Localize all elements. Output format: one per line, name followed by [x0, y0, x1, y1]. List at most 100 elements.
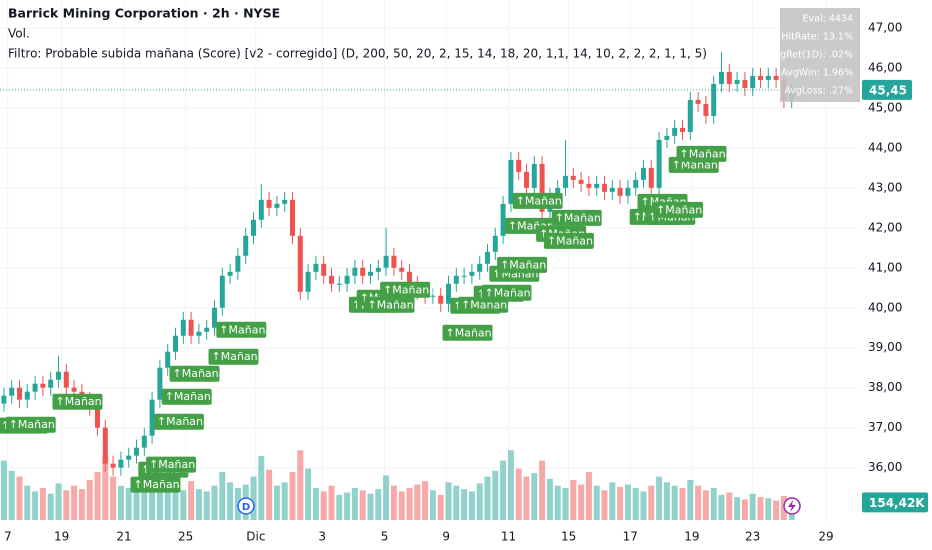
candle-body [305, 271, 311, 292]
candle-body [703, 103, 709, 116]
volume-bar [383, 475, 390, 520]
volume-bar [679, 488, 686, 520]
volume-bar [94, 472, 101, 520]
dividend-icon [237, 497, 255, 515]
volume-bar [656, 476, 663, 520]
volume-bar [773, 500, 780, 520]
signal-box [161, 388, 212, 405]
y-tick-label: 40,00 [868, 300, 902, 314]
volume-bar [554, 485, 561, 520]
candle-body [32, 383, 38, 392]
volume-bar [172, 485, 179, 520]
candle-body [329, 275, 334, 284]
volume-bar [133, 490, 140, 520]
candle-body [602, 183, 607, 192]
candle-body [149, 399, 155, 436]
candle-body [430, 295, 436, 297]
candle-body [282, 199, 288, 204]
chart-title: Barrick Mining Corporation · 2h · NYSE [8, 6, 280, 21]
candle-body [758, 75, 763, 80]
x-tick-label: 11 [501, 530, 516, 544]
candle-body [134, 447, 139, 456]
stat-line: AvgWin: 1.96% [781, 68, 853, 79]
candle-body [9, 387, 15, 396]
volume-bar [398, 491, 405, 520]
candle-body [196, 331, 202, 336]
volume-bar [765, 498, 772, 520]
candle-body [274, 203, 280, 208]
signal-label: ↑Mañana [157, 415, 210, 428]
x-tick-label: 25 [178, 530, 193, 544]
signal-label: ↑Mañana [173, 367, 226, 380]
overlay: 45,45 154,42K [0, 79, 928, 513]
volume-bar [406, 488, 413, 520]
y-tick-label: 37,00 [868, 420, 902, 434]
signal-box [5, 416, 56, 433]
candle-body [375, 267, 381, 272]
volume-bar [671, 485, 678, 520]
candle-body [212, 307, 217, 328]
volume-bar [468, 491, 475, 520]
candle-body [773, 75, 779, 80]
y-tick-label: 43,00 [868, 180, 902, 194]
volume-bar [55, 483, 62, 520]
signal-label: ↑Mañana [500, 258, 553, 271]
volume-bar [640, 491, 647, 520]
volume-bar [110, 476, 117, 520]
candle-body [695, 99, 701, 104]
x-tick-label: 19 [54, 530, 69, 544]
candle-body [672, 127, 678, 136]
candle-body [126, 455, 132, 460]
volume-bar [24, 485, 31, 520]
volume-bar [32, 491, 39, 520]
signal-box [676, 145, 727, 162]
candle-body [290, 199, 295, 236]
candle-body [258, 199, 264, 220]
volume-bar [266, 469, 273, 520]
candle-body [204, 327, 210, 332]
candle-body [313, 263, 319, 272]
candle-body [243, 235, 249, 256]
candle-body [711, 83, 717, 116]
signal-box [380, 281, 431, 298]
dividend-label: D [242, 502, 250, 513]
volume-bar [687, 480, 694, 520]
volume-bar [414, 484, 421, 520]
candle-body [56, 371, 61, 380]
stat-line: AvgRet(1D): .02% [769, 50, 853, 61]
signal-box [208, 348, 259, 365]
volume-bar [546, 478, 553, 520]
x-tick-label: 29 [818, 530, 833, 544]
volume-bar [211, 485, 218, 520]
volume-bar [648, 485, 655, 520]
candle-body [594, 183, 600, 188]
x-tick-label: 5 [381, 530, 389, 544]
candle-body [188, 319, 194, 336]
signals: ↑Mañana ↑Mañana ↑Mañana ↑Mañana ↑Mañana ↑Maña… [0, 145, 732, 493]
candle-body [110, 463, 116, 468]
candle-body [563, 175, 568, 188]
signal-label: ↑Mañana [56, 395, 109, 408]
signal-label: ↑Mañana [368, 298, 421, 311]
volume-bar [422, 481, 429, 520]
candle-body [391, 255, 397, 268]
x-tick-label: 17 [623, 530, 638, 544]
x-tick-label: Dic [246, 530, 265, 544]
volume-bar [663, 482, 670, 520]
volume-bar [336, 494, 343, 520]
candle-body [617, 187, 623, 196]
candle-body [648, 167, 654, 188]
volume-bar [718, 494, 725, 520]
candle-body [157, 367, 163, 400]
volume-bar [461, 489, 468, 520]
volume-bar [515, 468, 522, 520]
candle-body [625, 187, 631, 196]
volume-bar [86, 480, 93, 520]
last-price-tag [862, 79, 912, 100]
candle-body [734, 79, 740, 84]
volume-bar [476, 483, 483, 520]
volume-bar [227, 482, 234, 520]
candle-body [368, 271, 373, 276]
volume-bar [437, 494, 444, 520]
volume-bar [78, 489, 85, 520]
